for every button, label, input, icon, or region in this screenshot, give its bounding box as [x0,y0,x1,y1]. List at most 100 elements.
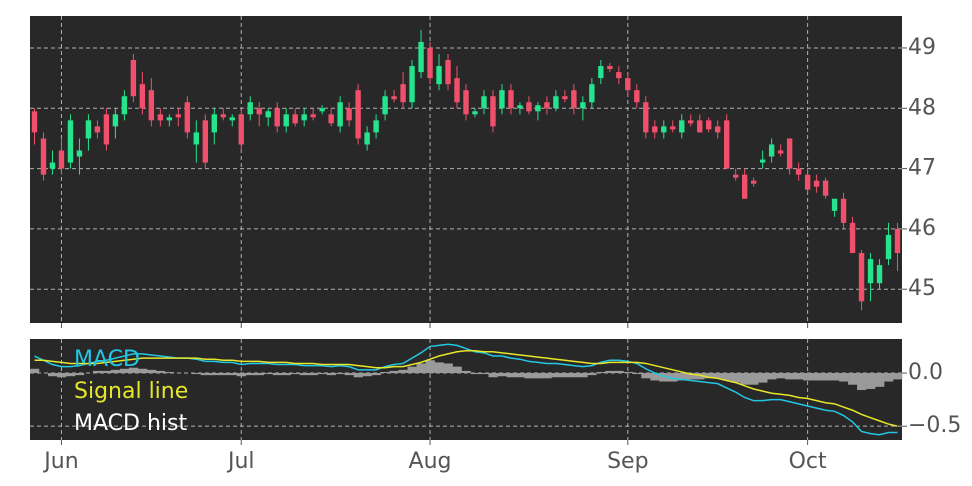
candle-body [580,102,586,109]
hist-bar [749,373,759,385]
hist-bar [461,370,471,374]
candle-body [885,234,892,260]
candle-body [526,102,532,112]
hist-bar [821,373,831,381]
hist-bar [128,367,139,374]
candle-body [876,265,883,284]
hist-bar [677,373,687,381]
hist-bar [263,373,274,375]
candle-body [589,84,595,103]
candle-body [391,96,397,100]
candle-body [697,120,703,133]
hist-bar [30,368,40,374]
candle-body [274,108,280,127]
candle-body [157,114,164,121]
candle-body [238,114,244,145]
candle-body [795,168,802,175]
hist-bar [560,373,570,378]
candle-body [220,114,226,118]
candle-body [436,66,442,85]
hist-bar [515,373,525,378]
candle-body [481,96,487,109]
hist-bar [299,373,309,376]
hist-bar [155,370,166,374]
candle-body [247,102,253,115]
legend-label: MACD hist [74,411,187,436]
hist-bar [605,370,615,374]
candle-body [562,96,568,100]
hist-bar [290,373,300,375]
candle-body [292,114,298,124]
candle-body [715,126,721,133]
candle-body [373,120,379,133]
candle-body [382,96,388,115]
candle-body [355,90,361,139]
candle-body [544,102,550,109]
x-tick-label: Sep [607,449,648,474]
candle-body [31,111,38,133]
hist-bar [578,373,588,378]
candle-body [337,102,343,127]
candle-body [858,253,865,302]
x-tick-label: Jul [226,449,255,474]
candle-body [822,180,829,196]
hist-bar [317,373,327,375]
hist-bar [884,373,894,382]
candle-body [94,126,101,133]
candle-body [490,96,496,127]
candle-body [346,108,352,121]
candle-body [445,60,451,85]
candle-body [688,120,694,124]
hist-bar [119,368,130,374]
hist-bar [641,373,651,379]
candle-body [67,120,74,163]
candle-body [768,144,775,157]
candle-body [49,162,56,169]
hist-bar [623,371,633,374]
hist-bar [380,371,390,374]
candle-body [679,120,685,133]
hist-bar [587,373,597,376]
hist-bar [164,371,175,374]
hist-bar [92,370,103,374]
hist-bar [335,373,345,375]
candle-body [840,198,847,223]
candle-body [867,259,874,284]
hist-bar [488,373,498,378]
y-tick-label: 49 [908,35,936,60]
hist-bar [794,373,804,380]
hist-bar [353,373,363,378]
price-panel [30,16,902,323]
candle-body [813,180,820,187]
hist-bar [236,373,247,377]
hist-bar [875,373,885,387]
candle-body [634,90,640,103]
candle-body [607,66,613,70]
candle-body [166,117,173,121]
hist-bar [893,373,903,380]
candle-body [625,78,631,91]
hist-bar [866,373,876,389]
candle-body [741,174,748,199]
candle-body [283,114,289,127]
candle-body [706,120,712,130]
x-tick-label: Jun [42,449,78,474]
hist-bar [281,373,292,376]
hist-bar [668,373,678,382]
hist-bar [470,373,480,375]
candle-body [804,174,811,190]
candle-body [319,108,325,112]
hist-bar [533,373,543,379]
y-tick-label: 45 [908,276,936,301]
candle-body [400,84,406,103]
hist-bar [74,373,85,376]
candle-body [139,84,146,109]
candle-body [310,114,316,118]
candle-body [427,47,433,79]
hist-bar [686,373,696,380]
candle-body [598,66,604,79]
candle-body [202,120,208,163]
candle-body [40,138,47,175]
hist-bar [407,366,417,374]
